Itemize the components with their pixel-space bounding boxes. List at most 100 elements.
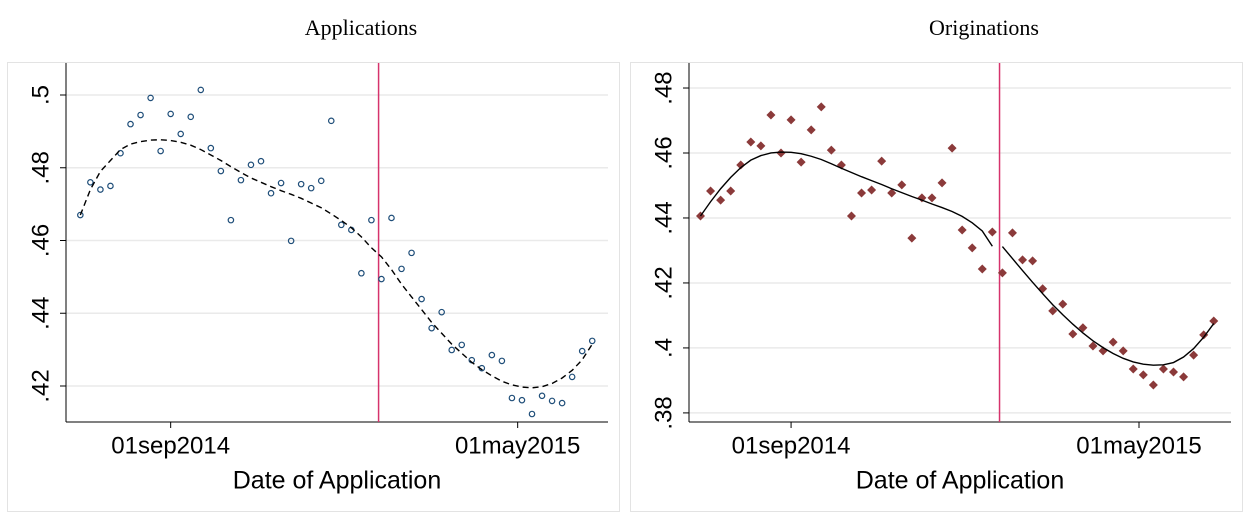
data-point: [528, 410, 536, 418]
data-point: [378, 275, 385, 283]
data-point: [1058, 299, 1068, 309]
data-point: [846, 211, 856, 221]
panel: Applications .42 .44 .46 .48 .5 01sep2014 01may…: [7, 15, 620, 512]
data-point: [558, 399, 566, 407]
data-point: [897, 180, 907, 190]
data-point: [1209, 316, 1219, 326]
data-point: [87, 179, 94, 186]
y-tick-label: .48: [27, 151, 54, 184]
data-point: [887, 188, 897, 198]
y-tick-label: .46: [27, 224, 54, 257]
data-point: [307, 184, 315, 192]
data-point: [137, 111, 144, 119]
data-point: [927, 193, 937, 203]
data-point: [197, 86, 205, 94]
y-tick-label: .44: [650, 201, 677, 234]
y-tick-label: .4: [650, 338, 677, 358]
data-point: [317, 177, 325, 185]
data-point: [107, 182, 114, 190]
data-point: [1048, 306, 1058, 316]
data-point: [187, 113, 195, 121]
data-point: [458, 341, 466, 349]
data-point: [716, 195, 726, 205]
data-point: [857, 188, 867, 198]
chart-title: Originations: [929, 15, 1039, 40]
y-tick-label: .44: [27, 297, 54, 330]
data-point: [746, 137, 756, 147]
data-point: [756, 141, 766, 151]
data-point: [538, 392, 546, 400]
data-point: [247, 161, 255, 169]
x-tick-label: 01may2015: [1076, 432, 1201, 459]
data-point: [1038, 284, 1048, 294]
data-point: [358, 269, 365, 277]
data-point: [1018, 255, 1028, 265]
data-point: [696, 211, 706, 221]
data-point: [907, 233, 917, 243]
data-point: [277, 179, 285, 187]
data-point: [987, 227, 997, 237]
data-point: [1028, 256, 1038, 266]
data-point: [498, 357, 506, 365]
panel: Originations .38 .4 .42 .44 .46 .48 01sep2014 01…: [630, 15, 1243, 512]
y-tick-label: .5: [27, 85, 54, 105]
y-tick-label: .46: [650, 136, 677, 169]
data-point: [867, 185, 877, 195]
data-point: [1118, 346, 1128, 356]
data-point: [816, 102, 826, 112]
data-point: [368, 216, 375, 224]
data-point: [1199, 330, 1209, 340]
data-point: [398, 265, 405, 273]
data-point: [237, 176, 245, 184]
data-point: [267, 189, 275, 197]
data-point: [1068, 329, 1078, 339]
data-point: [736, 160, 746, 170]
data-point: [1088, 341, 1098, 351]
data-point: [706, 186, 716, 196]
y-tick-label: .42: [650, 266, 677, 299]
data-point: [947, 143, 957, 153]
data-point: [227, 216, 235, 224]
data-point: [568, 373, 576, 381]
data-point: [967, 243, 977, 253]
data-point: [917, 193, 927, 203]
data-point: [1179, 372, 1189, 382]
data-point: [997, 268, 1007, 278]
fit-line: [699, 151, 993, 247]
data-point: [796, 157, 806, 167]
data-point: [388, 214, 395, 222]
data-point: [207, 144, 215, 152]
data-point: [167, 110, 174, 118]
panel-frame: [7, 62, 620, 512]
data-point: [1108, 337, 1118, 347]
data-point: [127, 120, 134, 128]
data-point: [806, 125, 816, 135]
chart-title: Applications: [305, 15, 417, 40]
y-tick-label: .38: [650, 396, 677, 429]
data-point: [1168, 367, 1178, 377]
data-point: [588, 337, 596, 345]
fit-line: [79, 139, 593, 389]
data-point: [826, 145, 836, 155]
data-point: [147, 94, 154, 102]
data-point: [508, 394, 516, 402]
data-point: [418, 295, 425, 303]
x-tick-label: 01sep2014: [111, 432, 230, 459]
data-point: [257, 157, 265, 165]
data-point: [97, 186, 104, 193]
data-point: [1189, 350, 1199, 360]
x-axis-title: Date of Application: [856, 467, 1064, 495]
data-point: [1007, 228, 1017, 238]
data-point: [157, 147, 164, 155]
x-tick-label: 01sep2014: [732, 432, 851, 459]
data-point: [726, 186, 736, 196]
data-point: [1158, 364, 1168, 374]
y-tick-label: .42: [27, 369, 54, 402]
data-point: [448, 346, 456, 354]
data-point: [776, 148, 786, 158]
x-tick-label: 01may2015: [455, 432, 580, 459]
data-point: [578, 347, 586, 355]
data-point: [786, 115, 796, 125]
